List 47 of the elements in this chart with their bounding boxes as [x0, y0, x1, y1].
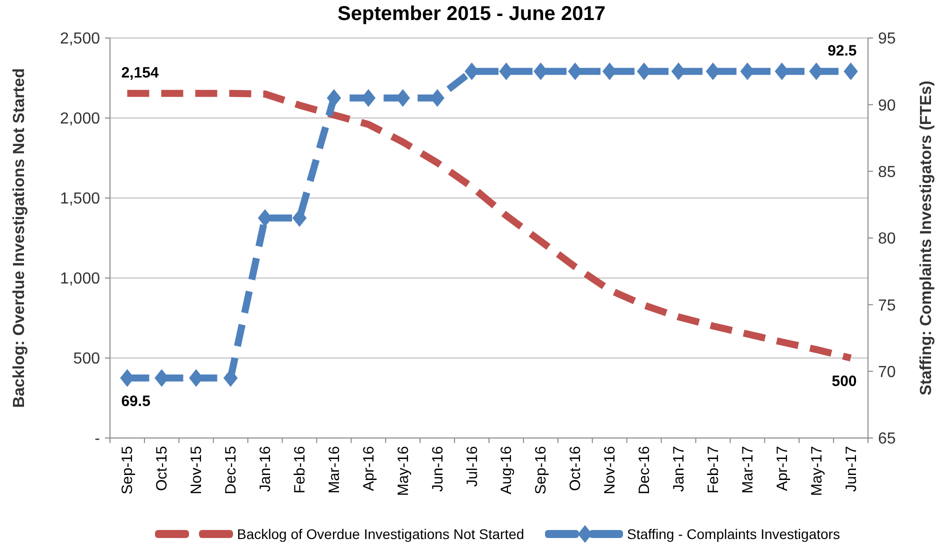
x-tick-label: Jul-16 — [464, 446, 481, 487]
x-tick-label: Feb-16 — [292, 446, 308, 494]
x-tick-label: Apr-17 — [774, 446, 791, 492]
data-label: 92.5 — [828, 42, 857, 60]
x-tick-label: Nov-15 — [188, 446, 206, 494]
data-label: 500 — [832, 373, 857, 390]
y2-tick-label: 85 — [878, 164, 896, 181]
data-label: 69.5 — [121, 393, 150, 410]
y-tick-label: 2,000 — [60, 110, 100, 128]
x-tick-label: Jan-17 — [670, 446, 688, 492]
data-label: 2,154 — [121, 64, 160, 82]
y-tick-label: 500 — [73, 350, 100, 368]
y-tick-label: 1,500 — [60, 190, 100, 208]
y-tick-label: - — [94, 430, 100, 448]
y2-axis-title: Staffing: Complaints Investigators (FTEs) — [918, 80, 935, 396]
legend-label: Staffing - Complaints Investigators — [627, 526, 840, 542]
x-tick-label: Sep-15 — [119, 446, 136, 494]
x-tick-label: Nov-16 — [602, 446, 619, 494]
x-tick-label: Sep-16 — [532, 446, 550, 494]
x-tick-label: Mar-16 — [326, 446, 343, 494]
point — [844, 62, 858, 80]
x-tick-label: Dec-15 — [222, 446, 240, 494]
y2-tick-label: 95 — [878, 30, 896, 48]
x-tick-label: Apr-16 — [360, 446, 378, 492]
point — [292, 209, 307, 227]
y2-tick-label: 70 — [878, 364, 896, 381]
x-tick-label: Oct-16 — [567, 446, 584, 492]
x-tick-label: Mar-17 — [739, 446, 756, 494]
x-tick-label: Jan-16 — [257, 446, 274, 492]
x-tick-label: Jun-17 — [842, 446, 860, 492]
chart-title: September 2015 - June 2017 — [338, 3, 606, 25]
x-tick-label: Jun-16 — [429, 446, 446, 492]
x-tick-label: Feb-17 — [704, 446, 722, 494]
x-tick-label: May-17 — [808, 446, 826, 496]
x-tick-label: Oct-15 — [154, 446, 171, 492]
point — [326, 89, 342, 107]
y2-tick-label: 65 — [878, 430, 896, 448]
y2-tick-label: 75 — [878, 297, 896, 314]
x-tick-label: Dec-16 — [636, 446, 654, 494]
legend-label: Backlog of Overdue Investigations Not Started — [237, 526, 524, 542]
y-tick-label: 1,000 — [60, 270, 100, 288]
y-axis-title: Backlog: Overdue Investigations Not Started — [11, 68, 28, 408]
y2-tick-label: 80 — [878, 230, 896, 248]
y2-tick-label: 90 — [878, 97, 896, 114]
x-tick-label: May-16 — [394, 446, 412, 496]
x-tick-label: Aug-16 — [498, 446, 516, 494]
y-tick-label: 2,500 — [60, 30, 100, 48]
